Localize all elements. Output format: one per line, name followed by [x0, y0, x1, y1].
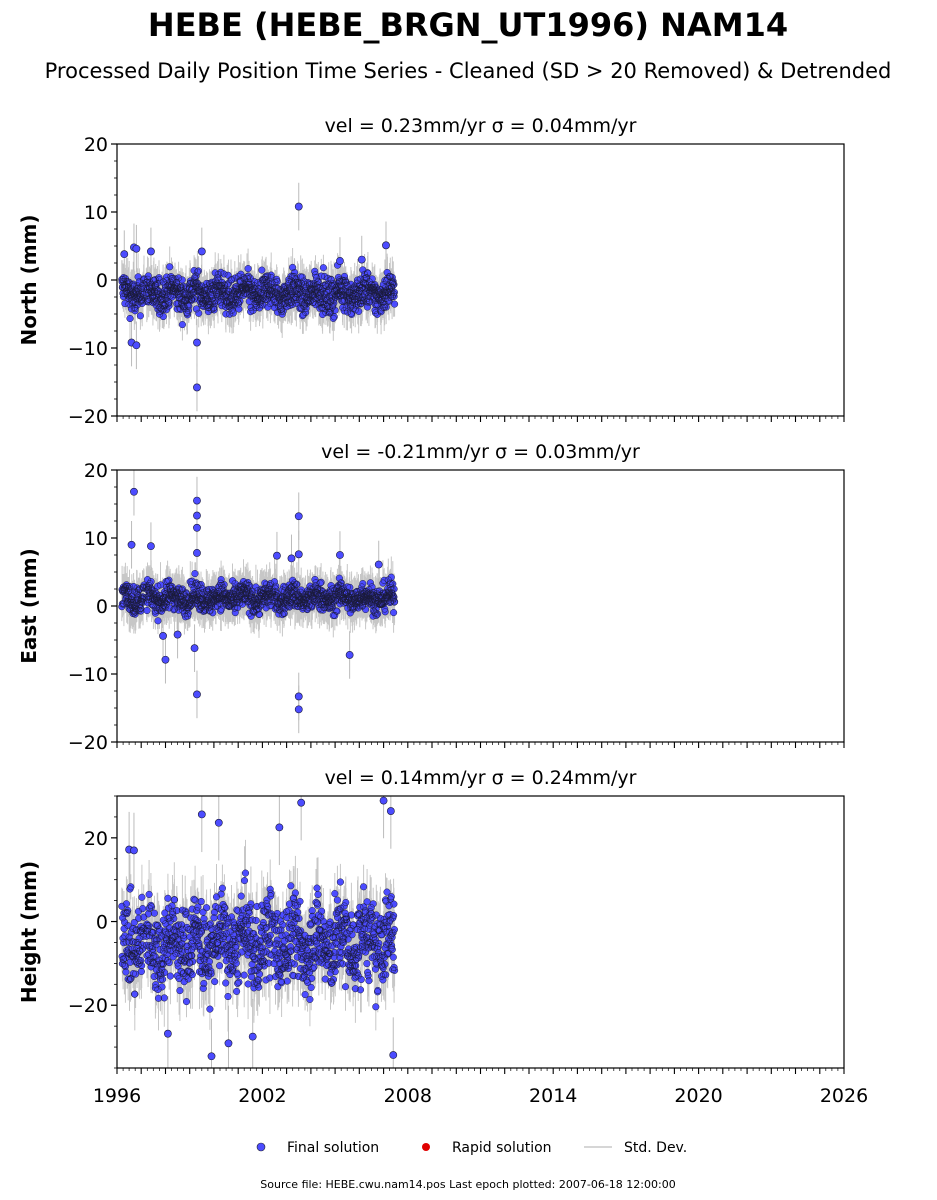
y-tick-label: −10: [68, 664, 108, 686]
data-point: [224, 1039, 233, 1048]
final-solution-band: [118, 869, 399, 1013]
data-point: [379, 796, 388, 805]
x-tick-label: 2026: [820, 1085, 868, 1107]
east-panel: vel = -0.21mm/yr σ = 0.03mm/yr East (mm) −…: [17, 441, 845, 754]
source-footer: Source file: HEBE.cwu.nam14.pos Last epo…: [260, 1178, 675, 1191]
data-point: [275, 823, 284, 832]
y-axis-label: Height (mm): [17, 861, 41, 1003]
height-panel: vel = 0.14mm/yr σ = 0.24mm/yr Height (mm)…: [17, 767, 845, 1074]
legend-final-marker: [256, 1142, 266, 1152]
data-point: [190, 644, 199, 653]
legend: Final solution Rapid solution Std. Dev.: [256, 1140, 687, 1156]
data-point: [294, 692, 303, 701]
final-solution-band: [118, 261, 399, 329]
data-point: [193, 496, 201, 505]
figure-subtitle: Processed Daily Position Time Series - C…: [45, 59, 892, 83]
x-major-ticks: [116, 416, 845, 422]
data-point: [287, 554, 296, 563]
data-point: [193, 549, 201, 557]
data-point: [297, 798, 306, 807]
y-tick-label: −20: [68, 995, 108, 1017]
x-tick-label: 2020: [674, 1085, 722, 1107]
y-tick-label: −20: [68, 732, 108, 754]
y-tick-label: 10: [84, 202, 108, 224]
data-point: [132, 244, 141, 253]
x-major-ticks: [116, 1068, 845, 1074]
data-point: [193, 690, 201, 699]
y-tick-label: 0: [96, 270, 108, 292]
y-tick-label: 20: [84, 460, 108, 482]
y-tick-label: −10: [68, 338, 108, 360]
y-tick-label: 0: [96, 912, 108, 934]
data-point: [197, 247, 206, 256]
data-point: [336, 551, 344, 559]
data-point: [214, 818, 223, 827]
figure-title: HEBE (HEBE_BRGN_UT1996) NAM14: [148, 6, 788, 44]
data-point: [207, 1052, 216, 1061]
data-point: [127, 540, 136, 549]
data-point: [159, 632, 167, 640]
data-point: [130, 487, 138, 496]
y-tick-label: 0: [96, 596, 108, 618]
data-point: [357, 255, 366, 264]
x-tick-label: 2002: [238, 1085, 286, 1107]
panel-annotation: vel = 0.14mm/yr σ = 0.24mm/yr: [325, 767, 637, 789]
data-point: [294, 705, 303, 714]
data-point: [193, 511, 201, 520]
data-point: [161, 655, 170, 664]
data-point: [386, 807, 395, 815]
y-tick-label: 20: [84, 828, 108, 850]
panel-annotation: vel = -0.21mm/yr σ = 0.03mm/yr: [321, 441, 640, 463]
data-point: [130, 846, 138, 855]
data-point: [193, 523, 201, 532]
plot-frame: [116, 143, 845, 417]
legend-rapid-marker: [422, 1143, 430, 1151]
x-tick-label: 2014: [529, 1085, 577, 1107]
data-point: [193, 383, 201, 392]
y-tick-label: 20: [84, 134, 108, 156]
x-minor-ticks: [122, 1068, 839, 1071]
north-panel: vel = 0.23mm/yr σ = 0.04mm/yr North (mm) −…: [17, 115, 845, 428]
x-minor-ticks: [122, 742, 839, 745]
data-point: [120, 250, 129, 259]
data-point: [345, 651, 354, 659]
x-tick-label: 1996: [93, 1085, 141, 1107]
data-point: [294, 512, 303, 521]
data-point: [336, 257, 344, 265]
legend-rapid-label: Rapid solution: [452, 1140, 552, 1156]
final-solution-points: [118, 796, 399, 1061]
data-point: [173, 630, 182, 639]
x-tick-label: 2008: [384, 1085, 432, 1107]
data-point: [132, 341, 141, 350]
x-major-ticks: [116, 742, 845, 748]
data-point: [248, 1032, 257, 1041]
legend-final-label: Final solution: [287, 1140, 379, 1156]
y-tick-label: −20: [68, 406, 108, 428]
data-point: [389, 1051, 398, 1059]
panel-annotation: vel = 0.23mm/yr σ = 0.04mm/yr: [325, 115, 637, 137]
data-point: [294, 202, 303, 211]
x-tick-labels: 1996 2002 2008 2014 2020 2026: [93, 1085, 868, 1107]
data-point: [273, 551, 281, 560]
data-point: [147, 247, 155, 256]
y-axis-label: North (mm): [17, 214, 41, 345]
y-axis-label: East (mm): [17, 548, 41, 664]
y-tick-label: 10: [84, 528, 108, 550]
final-solution-points: [118, 487, 399, 714]
final-solution-band: [118, 570, 399, 625]
data-point: [193, 338, 201, 347]
legend-stddev-label: Std. Dev.: [624, 1140, 687, 1156]
data-point: [197, 810, 206, 819]
data-point: [294, 550, 303, 559]
data-point: [163, 1029, 172, 1038]
data-point: [382, 241, 390, 250]
x-minor-ticks: [122, 416, 839, 419]
data-point: [147, 542, 155, 551]
final-solution-points: [118, 202, 399, 392]
data-point: [374, 560, 383, 569]
